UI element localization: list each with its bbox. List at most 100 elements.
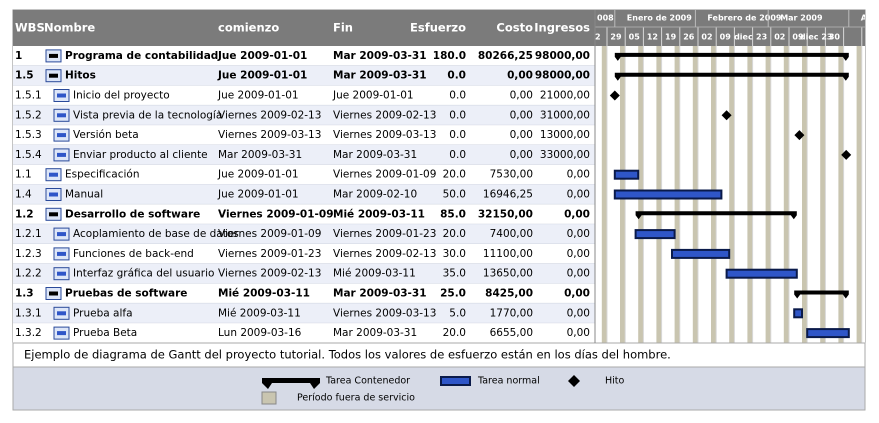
task-icon-bar xyxy=(57,113,66,118)
off-time xyxy=(802,46,808,343)
cell: Jue 2009-01-01 xyxy=(332,90,414,102)
cell: Viernes 2009-03-13 xyxy=(333,307,436,319)
cell: 1.2.2 xyxy=(15,268,42,280)
column-header: Ingresos xyxy=(534,21,590,35)
cell: 0.0 xyxy=(447,70,466,82)
cell: 20.0 xyxy=(443,169,466,181)
week-label: 26 xyxy=(683,33,695,42)
cell: Especificación xyxy=(65,169,140,181)
month-label: Enero de 2009 xyxy=(627,14,692,23)
cell: 0,00 xyxy=(567,327,590,339)
cell: 1.3 xyxy=(15,288,34,300)
row-bg xyxy=(13,125,595,145)
row-bg xyxy=(13,303,595,324)
legend-offtime-icon xyxy=(261,391,277,405)
cell: 0,00 xyxy=(567,169,590,181)
task-icon-bar xyxy=(57,271,66,276)
legend-label: Hito xyxy=(605,376,625,387)
legend-label: Tarea normal xyxy=(477,376,540,387)
cell: Mié 2009-03-11 xyxy=(218,307,301,319)
column-header: Fin xyxy=(333,21,353,35)
cell: Viernes 2009-02-13 xyxy=(218,268,321,280)
week-label: diec xyxy=(734,33,753,42)
cell: Vista previa de la tecnología xyxy=(73,109,222,121)
cell: Viernes 2009-01-23 xyxy=(333,228,436,240)
cell: Mié 2009-03-11 xyxy=(218,288,310,300)
cell: Viernes 2009-02-13 xyxy=(333,109,436,121)
cell: 0,00 xyxy=(567,307,590,319)
cell: 0,00 xyxy=(567,248,590,260)
cell: 11100,00 xyxy=(483,248,533,260)
milestone xyxy=(794,130,805,141)
cell: 1.5 xyxy=(15,70,34,82)
task-bar xyxy=(613,189,723,200)
week-label: diec 23 xyxy=(800,33,833,42)
cell: 0,00 xyxy=(567,268,590,280)
cell: Mié 2009-03-11 xyxy=(333,268,416,280)
row-bg xyxy=(13,283,595,304)
legend-box xyxy=(12,366,866,411)
legend-label: Período fuera de servicio xyxy=(297,393,415,404)
cell: Viernes 2009-02-13 xyxy=(333,248,436,260)
cell: 1.2 xyxy=(15,208,34,220)
cell: 8425,00 xyxy=(485,288,533,300)
cell: Mar 2009-03-31 xyxy=(333,70,427,82)
row-bg xyxy=(13,65,595,86)
cell: Acoplamiento de base de datos xyxy=(73,228,239,240)
cell: Versión beta xyxy=(73,129,139,141)
off-time xyxy=(838,46,844,343)
row-bg xyxy=(13,145,595,165)
cell: 1.5.4 xyxy=(15,149,42,161)
week-label: 05 xyxy=(629,33,641,42)
cell: Viernes 2009-03-13 xyxy=(333,129,436,141)
week-label: 02 xyxy=(774,33,785,42)
cell: Viernes 2009-03-13 xyxy=(218,129,321,141)
cell: 1 xyxy=(15,50,22,62)
week-label: 29 xyxy=(610,33,622,42)
cell: 1770,00 xyxy=(490,307,533,319)
legend-milestone-icon xyxy=(568,375,580,387)
column-header: Costo xyxy=(496,21,533,35)
cell: 30.0 xyxy=(443,248,466,260)
task-icon-bar xyxy=(49,212,58,217)
caption: Ejemplo de diagrama de Gantt del proyect… xyxy=(24,348,671,362)
cell: Jue 2009-01-01 xyxy=(217,90,299,102)
month-label: Febrero de 2009 xyxy=(707,14,782,23)
cell: 7400,00 xyxy=(490,228,533,240)
task-icon-bar xyxy=(49,53,58,58)
milestone xyxy=(609,90,620,101)
container-bar xyxy=(614,52,849,61)
legend-container-icon xyxy=(262,378,320,389)
row-bg xyxy=(13,263,595,284)
row-bg xyxy=(13,105,595,126)
cell: Mar 2009-03-31 xyxy=(218,149,302,161)
row-bg xyxy=(13,184,595,205)
column-header: WBS xyxy=(15,21,45,35)
task-bar xyxy=(613,169,640,180)
column-header: Esfuerzo xyxy=(410,21,466,35)
cell: 0.0 xyxy=(449,90,466,102)
legend-label: Tarea Contenedor xyxy=(325,376,410,387)
task-icon-bar xyxy=(49,192,58,197)
cell: 31000,00 xyxy=(540,109,590,121)
cell: 1.2.1 xyxy=(15,228,42,240)
cell: 0,00 xyxy=(510,109,533,121)
week-label: 2 xyxy=(595,33,601,42)
cell: Prueba Beta xyxy=(73,327,137,339)
cell: 80266,25 xyxy=(478,50,533,62)
milestone xyxy=(721,110,732,121)
cell: 0,00 xyxy=(564,208,590,220)
cell: 1.5.3 xyxy=(15,129,42,141)
row-bg xyxy=(13,323,595,343)
milestone xyxy=(841,149,852,160)
cell: Inicio del proyecto xyxy=(73,90,170,102)
month-label: Mar 2009 xyxy=(780,14,823,23)
legend-task-icon xyxy=(440,376,471,386)
row-bg xyxy=(13,85,595,106)
cell: 0.0 xyxy=(449,149,466,161)
cell: 20.0 xyxy=(443,228,466,240)
row-bg xyxy=(13,164,595,185)
column-header: Nombre xyxy=(44,21,95,35)
cell: Desarrollo de software xyxy=(65,208,200,220)
week-label: 19 xyxy=(665,33,677,42)
